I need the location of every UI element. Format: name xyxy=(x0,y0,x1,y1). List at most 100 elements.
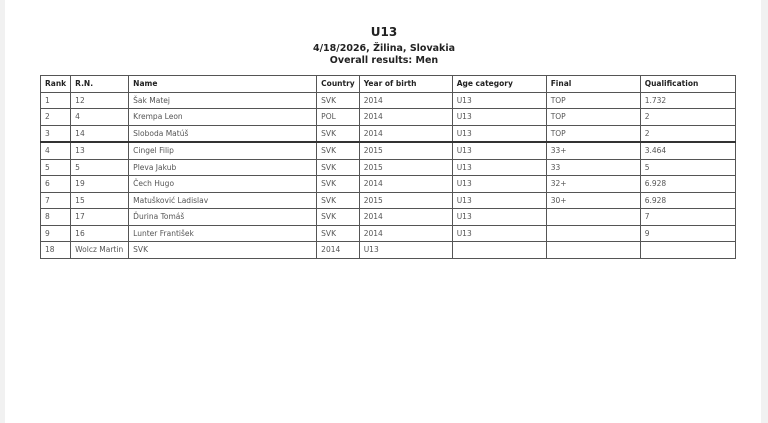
table-cell: Sloboda Matúš xyxy=(128,124,318,143)
page-title: U13 xyxy=(370,25,398,39)
table-cell: SVK xyxy=(316,158,360,176)
table-cell: 1 xyxy=(39,91,72,109)
table-cell: 13 xyxy=(70,141,130,160)
table-cell: 2014 xyxy=(358,224,453,242)
event-subtitle: 4/18/2026, Žilina, Slovakia xyxy=(312,43,456,54)
table-cell: Čech Hugo xyxy=(128,175,318,193)
table-cell: SVK xyxy=(316,141,360,160)
table-cell: 17 xyxy=(70,208,130,226)
table-cell: 5 xyxy=(70,158,130,176)
table-cell: 15 xyxy=(70,191,130,209)
results-label: Overall results: Men xyxy=(329,55,439,66)
results-table: Rank R.N. Name Country Year of birth Age cate… xyxy=(39,75,736,259)
table-cell: U13 xyxy=(451,224,547,242)
table-cell: U13 xyxy=(451,124,547,143)
table-cell: 7 xyxy=(639,208,736,226)
table-cell: 6.928 xyxy=(639,191,736,209)
table-cell: U13 xyxy=(451,158,547,176)
table-cell: U13 xyxy=(451,108,547,126)
table-cell: 2015 xyxy=(358,158,453,176)
table-cell: Pleva Jakub xyxy=(128,158,318,176)
table-cell: 6.928 xyxy=(639,175,736,193)
table-row: 8 17 Ďurina Tomáš SVK 2014 U13 7 xyxy=(39,208,736,226)
table-cell: 2014 xyxy=(358,91,453,109)
table-cell: Lunter František xyxy=(128,224,318,242)
table-cell: U13 xyxy=(451,191,547,209)
table-cell: 16 xyxy=(70,224,130,242)
table-cell: SVK xyxy=(316,175,360,193)
table-cell: 6 xyxy=(39,175,72,193)
table-row: 4 13 Cingel Filip SVK 2015 U13 33+ 3.464 xyxy=(39,141,736,160)
table-cell: 7 xyxy=(39,191,72,209)
table-cell: 4 xyxy=(39,141,72,160)
table-row: 18 Wolcz Martin SVK 2014 U13 xyxy=(39,241,736,259)
table-cell: 3 xyxy=(39,124,72,143)
table-cell: 33 xyxy=(545,158,641,176)
column-header: R.N. xyxy=(70,75,130,93)
column-header: Age category xyxy=(451,75,547,93)
table-row: 3 14 Sloboda Matúš SVK 2014 U13 TOP 2 xyxy=(39,124,736,143)
table-cell: U13 xyxy=(358,241,453,259)
table-cell: Šak Matej xyxy=(128,91,318,109)
table-cell: U13 xyxy=(451,175,547,193)
table-row: 5 5 Pleva Jakub SVK 2015 U13 33 5 xyxy=(39,158,736,176)
table-cell: 12 xyxy=(70,91,130,109)
table-cell xyxy=(545,241,641,259)
column-header: Qualification xyxy=(639,75,736,93)
table-cell: 2015 xyxy=(358,141,453,160)
table-cell: 2014 xyxy=(358,175,453,193)
table-cell: Cingel Filip xyxy=(128,141,318,160)
column-header: Name xyxy=(128,75,318,93)
table-cell: Krempa Leon xyxy=(128,108,318,126)
table-cell: SVK xyxy=(316,224,360,242)
table-cell: 5 xyxy=(39,158,72,176)
table-cell: 30+ xyxy=(545,191,641,209)
table-cell: 8 xyxy=(39,208,72,226)
table-cell xyxy=(639,241,736,259)
table-cell: 2014 xyxy=(358,108,453,126)
table-cell: TOP xyxy=(545,108,641,126)
table-header-row: Rank R.N. Name Country Year of birth Age cate… xyxy=(39,75,736,93)
table-cell: 18 xyxy=(39,241,72,259)
table-cell: Wolcz Martin xyxy=(70,241,130,259)
table-cell: U13 xyxy=(451,141,547,160)
table-cell: 2015 xyxy=(358,191,453,209)
table-cell: 19 xyxy=(70,175,130,193)
table-cell: 2014 xyxy=(358,208,453,226)
column-header: Year of birth xyxy=(358,75,453,93)
table-cell: 9 xyxy=(39,224,72,242)
table-row: 6 19 Čech Hugo SVK 2014 U13 32+ 6.928 xyxy=(39,175,736,193)
table-cell: 32+ xyxy=(545,175,641,193)
table-cell: TOP xyxy=(545,91,641,109)
table-cell: 33+ xyxy=(545,141,641,160)
table-cell: 1.732 xyxy=(639,91,736,109)
table-row: 9 16 Lunter František SVK 2014 U13 9 xyxy=(39,224,736,242)
table-cell: U13 xyxy=(451,91,547,109)
column-header: Country xyxy=(316,75,360,93)
table-cell: TOP xyxy=(545,124,641,143)
table-row: 1 12 Šak Matej SVK 2014 U13 TOP 1.732 xyxy=(39,91,736,109)
table-cell: 3.464 xyxy=(639,141,736,160)
table-cell: SVK xyxy=(316,191,360,209)
column-header: Final xyxy=(545,75,641,93)
table-cell: 2 xyxy=(639,108,736,126)
table-cell: U13 xyxy=(451,208,547,226)
table-row: 2 4 Krempa Leon POL 2014 U13 TOP 2 xyxy=(39,108,736,126)
table-cell: 2 xyxy=(39,108,72,126)
table-row: 7 15 Matušković Ladislav SVK 2015 U13 30+ 6.928 xyxy=(39,191,736,209)
table-cell: 14 xyxy=(70,124,130,143)
table-cell: 2014 xyxy=(316,241,360,259)
table-cell: SVK xyxy=(316,124,360,143)
table-cell xyxy=(545,224,641,242)
table-cell: 4 xyxy=(70,108,130,126)
table-cell: SVK xyxy=(316,91,360,109)
table-cell: 2 xyxy=(639,124,736,143)
table-cell: Ďurina Tomáš xyxy=(128,208,318,226)
column-header: Rank xyxy=(39,75,72,93)
table-cell: Matušković Ladislav xyxy=(128,191,318,209)
table-cell xyxy=(451,241,547,259)
table-cell: SVK xyxy=(316,208,360,226)
table-cell: 2014 xyxy=(358,124,453,143)
table-cell xyxy=(545,208,641,226)
table-cell: 5 xyxy=(639,158,736,176)
